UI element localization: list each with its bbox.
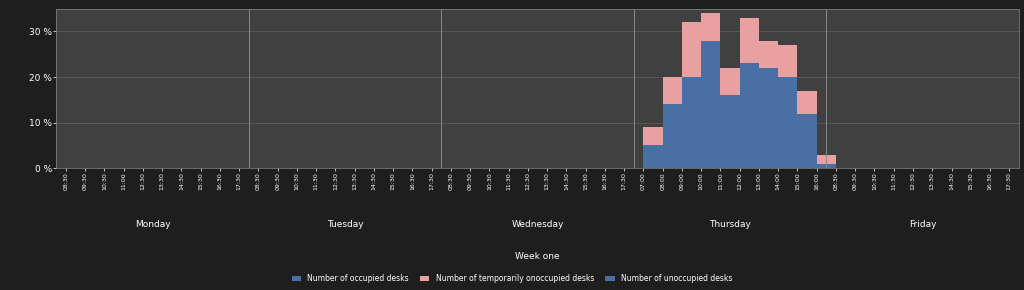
- Text: Wednesday: Wednesday: [511, 220, 564, 229]
- Text: Thursday: Thursday: [710, 220, 751, 229]
- Text: Tuesday: Tuesday: [327, 220, 364, 229]
- Text: Week one: Week one: [515, 252, 560, 261]
- Legend: Number of occupied desks, Number of temporarily onoccupied desks, Number of unoc: Number of occupied desks, Number of temp…: [289, 271, 735, 286]
- Text: Monday: Monday: [135, 220, 170, 229]
- Text: Friday: Friday: [909, 220, 936, 229]
